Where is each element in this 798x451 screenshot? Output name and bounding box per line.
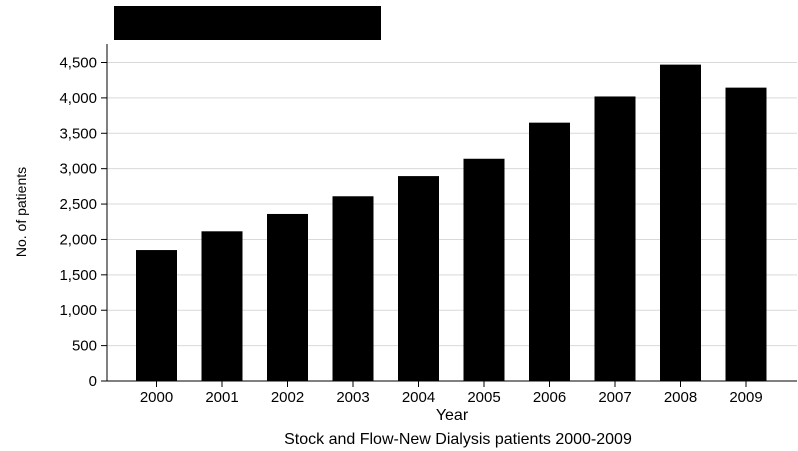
redacted-title-block (114, 6, 381, 40)
x-tick-label: 2009 (729, 389, 762, 406)
x-tick-label: 2003 (336, 389, 369, 406)
x-tick-label: 2002 (271, 389, 304, 406)
y-tick-label: 2,000 (59, 231, 97, 248)
y-axis-ticks: 0 500 1,000 1,500 2,000 2,500 3,000 3,500 4,000 4… (59, 55, 107, 390)
bar-2003 (332, 196, 374, 381)
y-tick-label: 3,000 (59, 161, 97, 178)
y-axis-title: No. of patients (13, 167, 29, 257)
bar-2001 (201, 231, 243, 381)
bars (136, 64, 767, 382)
x-tick-label: 2006 (533, 389, 566, 406)
bar-2008 (660, 64, 701, 381)
bar-2002 (267, 213, 308, 381)
y-tick-label: 500 (72, 338, 97, 355)
x-tick-label: 2004 (402, 389, 435, 406)
y-tick-label: 1,500 (59, 267, 97, 284)
bar-2004 (398, 176, 439, 381)
bar-2009 (725, 87, 767, 382)
y-tick-label: 1,000 (59, 302, 97, 319)
x-tick-label: 2001 (205, 389, 238, 406)
x-tick-label: 2008 (664, 389, 697, 406)
y-tick-label: 4,000 (59, 90, 97, 107)
bar-2005 (463, 158, 505, 381)
bar-2000 (136, 250, 177, 381)
bar-2006 (529, 122, 570, 382)
y-tick-label: 4,500 (59, 55, 97, 72)
x-tick-label: 2007 (598, 389, 631, 406)
x-tick-label: 2000 (140, 389, 173, 406)
bar-2007 (594, 96, 636, 382)
y-tick-label: 3,500 (59, 125, 97, 142)
y-tick-label: 0 (89, 373, 97, 390)
x-axis-ticks: 2000 2001 2002 2003 2004 2005 2006 2007 2008 2009 (140, 381, 763, 406)
y-tick-label: 2,500 (59, 196, 97, 213)
x-axis-title: Year (436, 407, 469, 424)
x-tick-label: 2005 (467, 389, 500, 406)
chart-subtitle: Stock and Flow-New Dialysis patients 200… (284, 431, 632, 448)
